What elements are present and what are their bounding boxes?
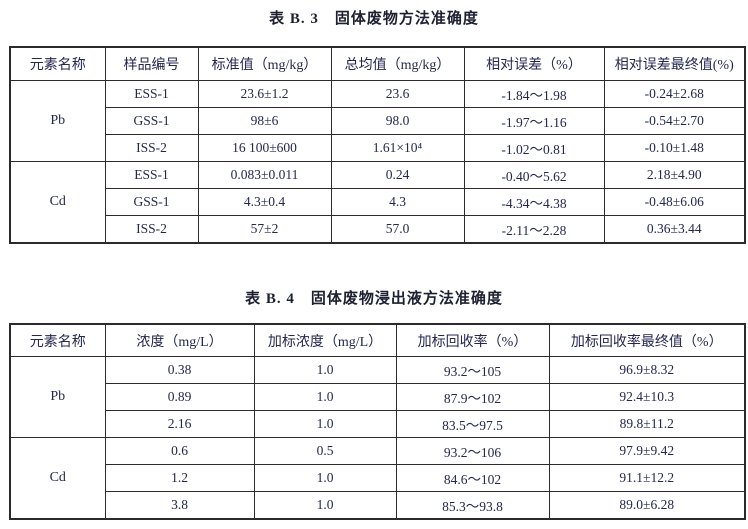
table-cell: 4.3±0.4 [197, 188, 332, 216]
table-cell: 23.6 [330, 80, 465, 108]
table-cell: 57±2 [197, 215, 332, 244]
table-header-row: 元素名称 浓度（mg/L） 加标浓度（mg/L） 加标回收率（%） 加标回收率最… [9, 323, 746, 357]
table-cell: ISS-2 [104, 134, 199, 162]
table-cell: 1.0 [253, 383, 397, 411]
table-cell: 0.6 [104, 437, 255, 465]
table-cell: 1.2 [104, 464, 255, 492]
table-cell: 98±6 [197, 107, 332, 135]
table-row: GSS-1 98±6 98.0 -1.97～1.16 -0.54±2.70 [10, 107, 746, 135]
table-cell: 0.083±0.011 [197, 161, 332, 189]
column-header: 浓度（mg/L） [104, 323, 255, 357]
table-cell: ISS-2 [104, 215, 199, 244]
table-cell: -0.10±1.48 [603, 134, 746, 162]
table-cell: 93.2～105 [395, 356, 550, 384]
table-cell: 3.8 [104, 491, 255, 520]
table-cell: -0.24±2.68 [603, 80, 746, 108]
table-cell: 0.38 [104, 356, 255, 384]
table-cell: -4.34～4.38 [463, 188, 605, 216]
table-cell: GSS-1 [104, 188, 199, 216]
table-cell: -1.97～1.16 [463, 107, 605, 135]
table-cell: -0.54±2.70 [603, 107, 746, 135]
table-cell: 57.0 [330, 215, 465, 244]
table-row: 0.89 1.0 87.9～102 92.4±10.3 [10, 383, 746, 411]
table-b4: 元素名称 浓度（mg/L） 加标浓度（mg/L） 加标回收率（%） 加标回收率最… [9, 323, 746, 520]
table-row: 1.2 1.0 84.6～102 91.1±12.2 [10, 464, 746, 492]
table-cell: 0.24 [330, 161, 465, 189]
table-row: ISS-2 16 100±600 1.61×10⁴ -1.02～0.81 -0.… [10, 134, 746, 162]
table-cell: 1.0 [253, 464, 397, 492]
element-name-cell: Cd [9, 437, 106, 520]
table-cell: 89.0±6.28 [548, 491, 746, 520]
table-cell: -2.11～2.28 [463, 215, 605, 244]
table-cell: 97.9±9.42 [548, 437, 746, 465]
column-header: 总均值（mg/kg） [330, 46, 465, 81]
table-header-row: 元素名称 样品编号 标准值（mg/kg） 总均值（mg/kg） 相对误差（%） … [9, 46, 746, 81]
table-cell: 1.0 [253, 410, 397, 438]
column-header: 标准值（mg/kg） [197, 46, 332, 81]
table-row: 3.8 1.0 85.3～93.8 89.0±6.28 [10, 491, 746, 520]
column-header: 元素名称 [9, 323, 106, 357]
column-header: 加标回收率（%） [395, 323, 550, 357]
table-cell: 89.8±11.2 [548, 410, 746, 438]
table-row: ISS-2 57±2 57.0 -2.11～2.28 0.36±3.44 [10, 215, 746, 244]
table-cell: 2.16 [104, 410, 255, 438]
column-header: 元素名称 [9, 46, 106, 81]
table-cell: 87.9～102 [395, 383, 550, 411]
column-header: 相对误差最终值(%) [603, 46, 746, 81]
table-row: Pb ESS-1 23.6±1.2 23.6 -1.84～1.98 -0.24±… [9, 80, 746, 162]
column-header: 加标浓度（mg/L） [253, 323, 397, 357]
table-cell: -1.02～0.81 [463, 134, 605, 162]
table-cell: 91.1±12.2 [548, 464, 746, 492]
table-cell: 85.3～93.8 [395, 491, 550, 520]
table-cell: 4.3 [330, 188, 465, 216]
table-cell: ESS-1 [104, 161, 199, 189]
table-cell: 23.6±1.2 [197, 80, 332, 108]
element-name-cell: Pb [9, 80, 106, 162]
element-name-cell: Cd [9, 161, 106, 244]
table-cell: 93.2～106 [395, 437, 550, 465]
table-cell: 96.9±8.32 [548, 356, 746, 384]
table-cell: 1.0 [253, 491, 397, 520]
table-row: Pb 0.38 1.0 93.2～105 96.9±8.32 [9, 356, 746, 438]
table-b3-title: 表 B. 3 固体废物方法准确度 [269, 11, 479, 27]
table-cell: -0.40～5.62 [463, 161, 605, 189]
table-cell: 16 100±600 [197, 134, 332, 162]
table-row: 2.16 1.0 83.5～97.5 89.8±11.2 [10, 410, 746, 438]
table-b4-title: 表 B. 4 固体废物浸出液方法准确度 [245, 291, 503, 307]
table-row: GSS-1 4.3±0.4 4.3 -4.34～4.38 -0.48±6.06 [10, 188, 746, 216]
table-row: Cd ESS-1 0.083±0.011 0.24 -0.40～5.62 2.1… [9, 161, 746, 244]
table-b3: 元素名称 样品编号 标准值（mg/kg） 总均值（mg/kg） 相对误差（%） … [9, 46, 746, 244]
table-cell: 2.18±4.90 [603, 161, 746, 189]
element-name-cell: Pb [9, 356, 106, 438]
column-header: 加标回收率最终值（%） [548, 323, 746, 357]
table-row: Cd 0.6 0.5 93.2～106 97.9±9.42 [9, 437, 746, 520]
table-cell: -1.84～1.98 [463, 80, 605, 108]
table-cell: -0.48±6.06 [603, 188, 746, 216]
table-cell: 0.89 [104, 383, 255, 411]
table-cell: 0.5 [253, 437, 397, 465]
table-cell: 84.6～102 [395, 464, 550, 492]
table-cell: 92.4±10.3 [548, 383, 746, 411]
column-header: 相对误差（%） [463, 46, 605, 81]
table-cell: 98.0 [330, 107, 465, 135]
table-cell: 1.0 [253, 356, 397, 384]
table-cell: 83.5～97.5 [395, 410, 550, 438]
table-cell: ESS-1 [104, 80, 199, 108]
table-cell: 0.36±3.44 [603, 215, 746, 244]
table-cell: GSS-1 [104, 107, 199, 135]
column-header: 样品编号 [104, 46, 199, 81]
table-cell: 1.61×10⁴ [330, 134, 465, 162]
